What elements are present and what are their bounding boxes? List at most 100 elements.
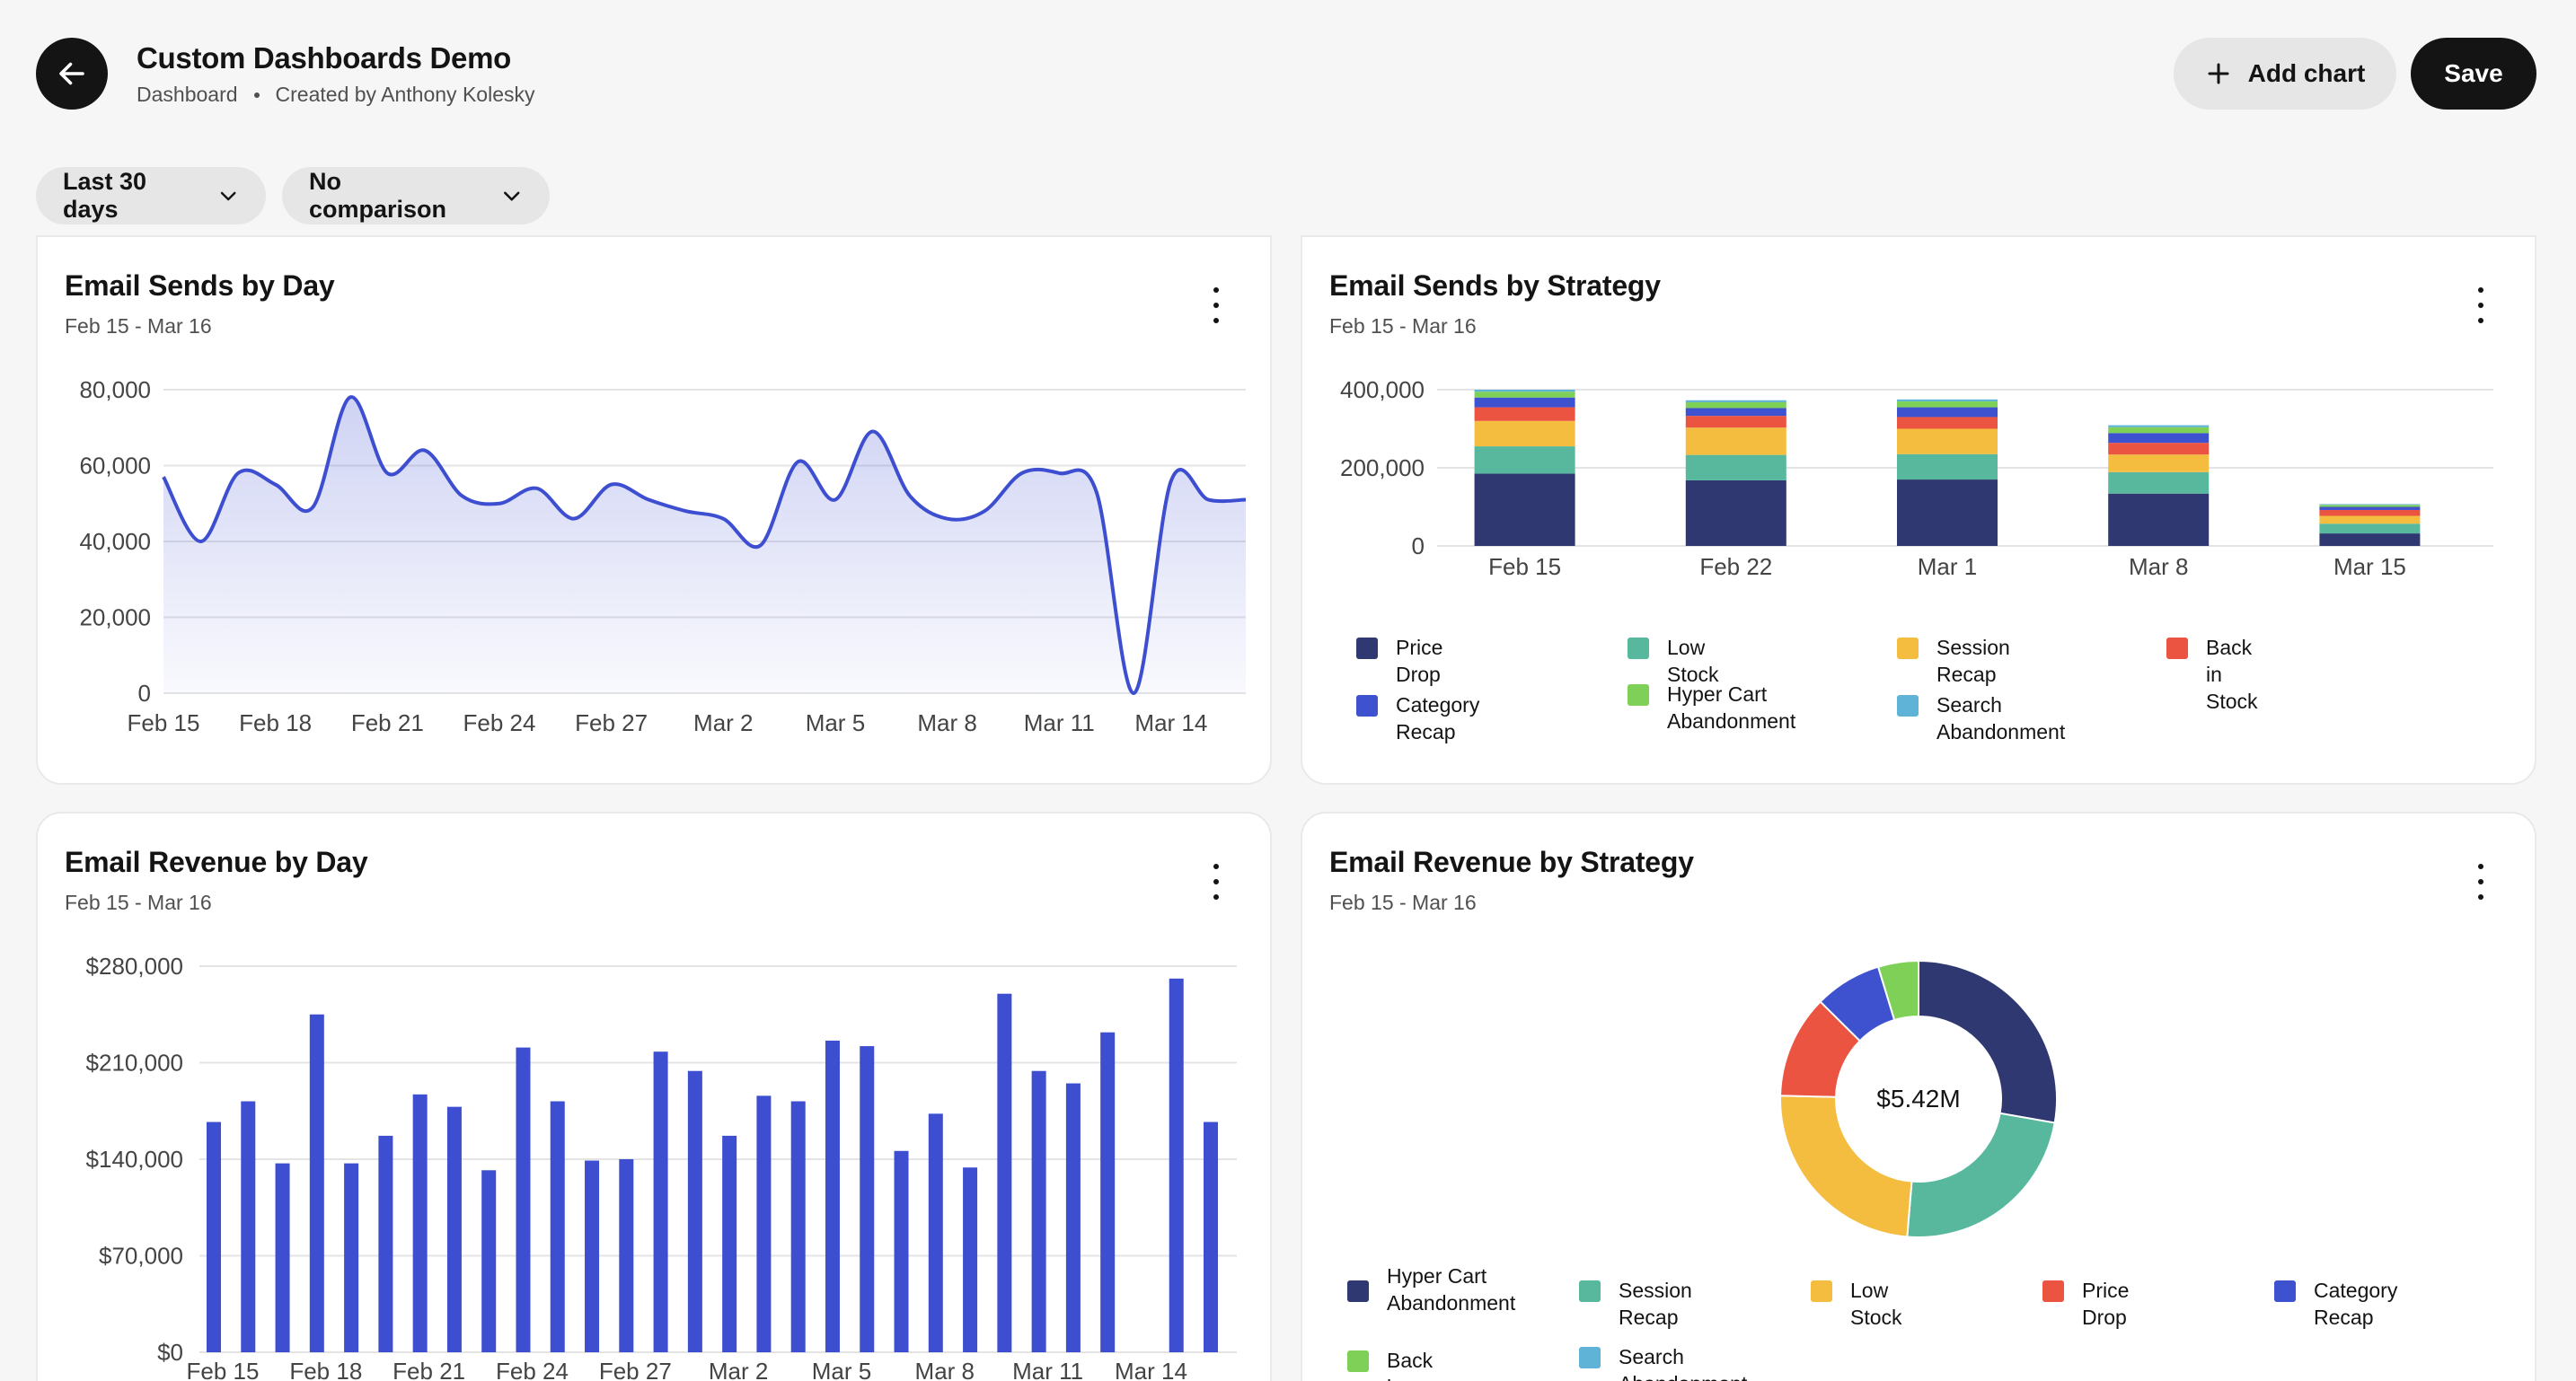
legend-swatch [1811,1280,1832,1302]
x-tick-label: Feb 18 [239,709,312,736]
revenue-bar [481,1170,497,1352]
donut-slice [1779,1095,1913,1238]
stacked-bar-segment [2108,493,2210,546]
x-tick-label: Mar 14 [1115,1358,1187,1381]
email-revenue-by-strategy-chart [1779,959,2058,1238]
more-options-icon[interactable] [1207,287,1225,323]
legend-item[interactable]: Hyper Cart Abandonment [1347,1262,1539,1316]
stacked-bar-segment [2319,505,2421,507]
legend-item[interactable]: Session Recap [1579,1277,1692,1331]
more-options-icon[interactable] [1207,864,1225,900]
legend-item[interactable]: Price Drop [1356,634,1442,688]
chevron-down-icon [220,191,236,201]
x-tick-label: Feb 24 [496,1358,569,1381]
revenue-bar [412,1094,428,1352]
revenue-bar [1031,1070,1046,1352]
stacked-bar-segment [1685,408,1786,417]
legend-label: Low Stock [1667,636,1719,686]
y-tick-label: 40,000 [79,528,151,555]
y-tick-label: 0 [1412,532,1425,559]
email-sends-by-day-card: Email Sends by Day Feb 15 - Mar 16 80,00… [36,235,1272,785]
back-button[interactable] [36,38,108,110]
breadcrumb-dashboard[interactable]: Dashboard [137,83,238,106]
stacked-bar-segment [2108,454,2210,472]
legend-swatch [1356,638,1378,659]
stacked-bar-segment [1897,453,1998,480]
add-chart-label: Add chart [2247,59,2366,87]
legend-item[interactable]: Session Recap [1897,634,2010,688]
revenue-bar [997,993,1012,1352]
stacked-bar-segment [1474,397,1575,408]
revenue-bar [790,1101,806,1352]
stacked-bar-segment [2108,425,2210,427]
revenue-bar [894,1150,909,1352]
stacked-bar-segment [1897,401,1998,408]
legend-swatch [1347,1280,1369,1302]
revenue-bar [928,1113,943,1352]
card-date-range: Feb 15 - Mar 16 [65,314,212,338]
legend-item[interactable]: Back in Stock [2166,634,2258,715]
revenue-bar [653,1051,668,1352]
more-options-icon[interactable] [2472,864,2490,900]
stacked-bar-segment [2319,509,2421,516]
legend-item[interactable]: Search Abandonment [1579,1343,1771,1381]
donut-slice [1918,959,2058,1124]
comparison-value: No comparison [309,168,447,223]
legend-label: Search Abandonment [1619,1345,1747,1381]
card-date-range: Feb 15 - Mar 16 [1329,314,1477,338]
x-tick-label: Feb 21 [393,1358,465,1381]
legend-label: Category Recap [1396,693,1480,743]
legend-item[interactable]: Low Stock [1811,1277,1902,1331]
legend-swatch [1897,695,1919,717]
stacked-bar-segment [1474,407,1575,421]
add-chart-button[interactable]: Add chart [2174,38,2396,110]
legend-item[interactable]: Hyper Cart Abandonment [1628,681,1820,734]
legend-item[interactable]: Category Recap [1356,691,1479,745]
legend-swatch [2274,1280,2296,1302]
legend-item[interactable]: Price Drop [2042,1277,2129,1331]
legend-item[interactable]: Back in Stock [1347,1347,1439,1381]
card-title: Email Revenue by Day [65,846,368,878]
revenue-bar [722,1135,737,1352]
y-tick-label: $210,000 [86,1050,183,1077]
x-tick-label: Mar 8 [915,1358,975,1381]
stacked-bar-segment [1474,473,1575,546]
legend-label: Search Abandonment [1936,693,2066,743]
x-tick-label: Mar 1 [1918,553,1977,580]
legend-label: Session Recap [1936,636,2010,686]
legend-swatch [1628,638,1649,659]
plus-icon [2208,63,2229,84]
donut-center-total: $5.42M [1876,1085,1961,1113]
stacked-bar-segment [1474,446,1575,474]
x-tick-label: Mar 15 [2333,553,2406,580]
legend-item[interactable]: Category Recap [2274,1277,2397,1331]
x-tick-label: Feb 21 [351,709,424,736]
legend-swatch [1579,1280,1601,1302]
legend-item[interactable]: Low Stock [1628,634,1719,688]
revenue-bar [207,1122,221,1352]
stacked-bar-segment [1685,454,1786,480]
x-tick-label: Feb 22 [1699,553,1772,580]
save-button[interactable]: Save [2411,38,2536,110]
revenue-bar [860,1046,875,1352]
revenue-bar [1169,978,1184,1352]
revenue-bar [275,1163,290,1352]
legend-item[interactable]: Search Abandonment [1897,691,2089,745]
date-range-dropdown[interactable]: Last 30 days [36,167,266,224]
revenue-bar [1065,1083,1081,1352]
y-tick-label: $280,000 [86,953,183,980]
more-options-icon[interactable] [2472,287,2490,323]
card-title: Email Revenue by Strategy [1329,846,1694,878]
comparison-dropdown[interactable]: No comparison [282,167,550,224]
chevron-down-icon [503,191,519,201]
x-tick-label: Mar 2 [693,709,753,736]
x-tick-label: Feb 27 [599,1358,672,1381]
revenue-bar [344,1163,359,1352]
x-tick-label: Mar 5 [806,709,865,736]
stacked-bar-segment [2319,504,2421,506]
stacked-bar-segment [1897,407,1998,418]
card-date-range: Feb 15 - Mar 16 [65,891,212,914]
x-tick-label: Mar 5 [812,1358,871,1381]
